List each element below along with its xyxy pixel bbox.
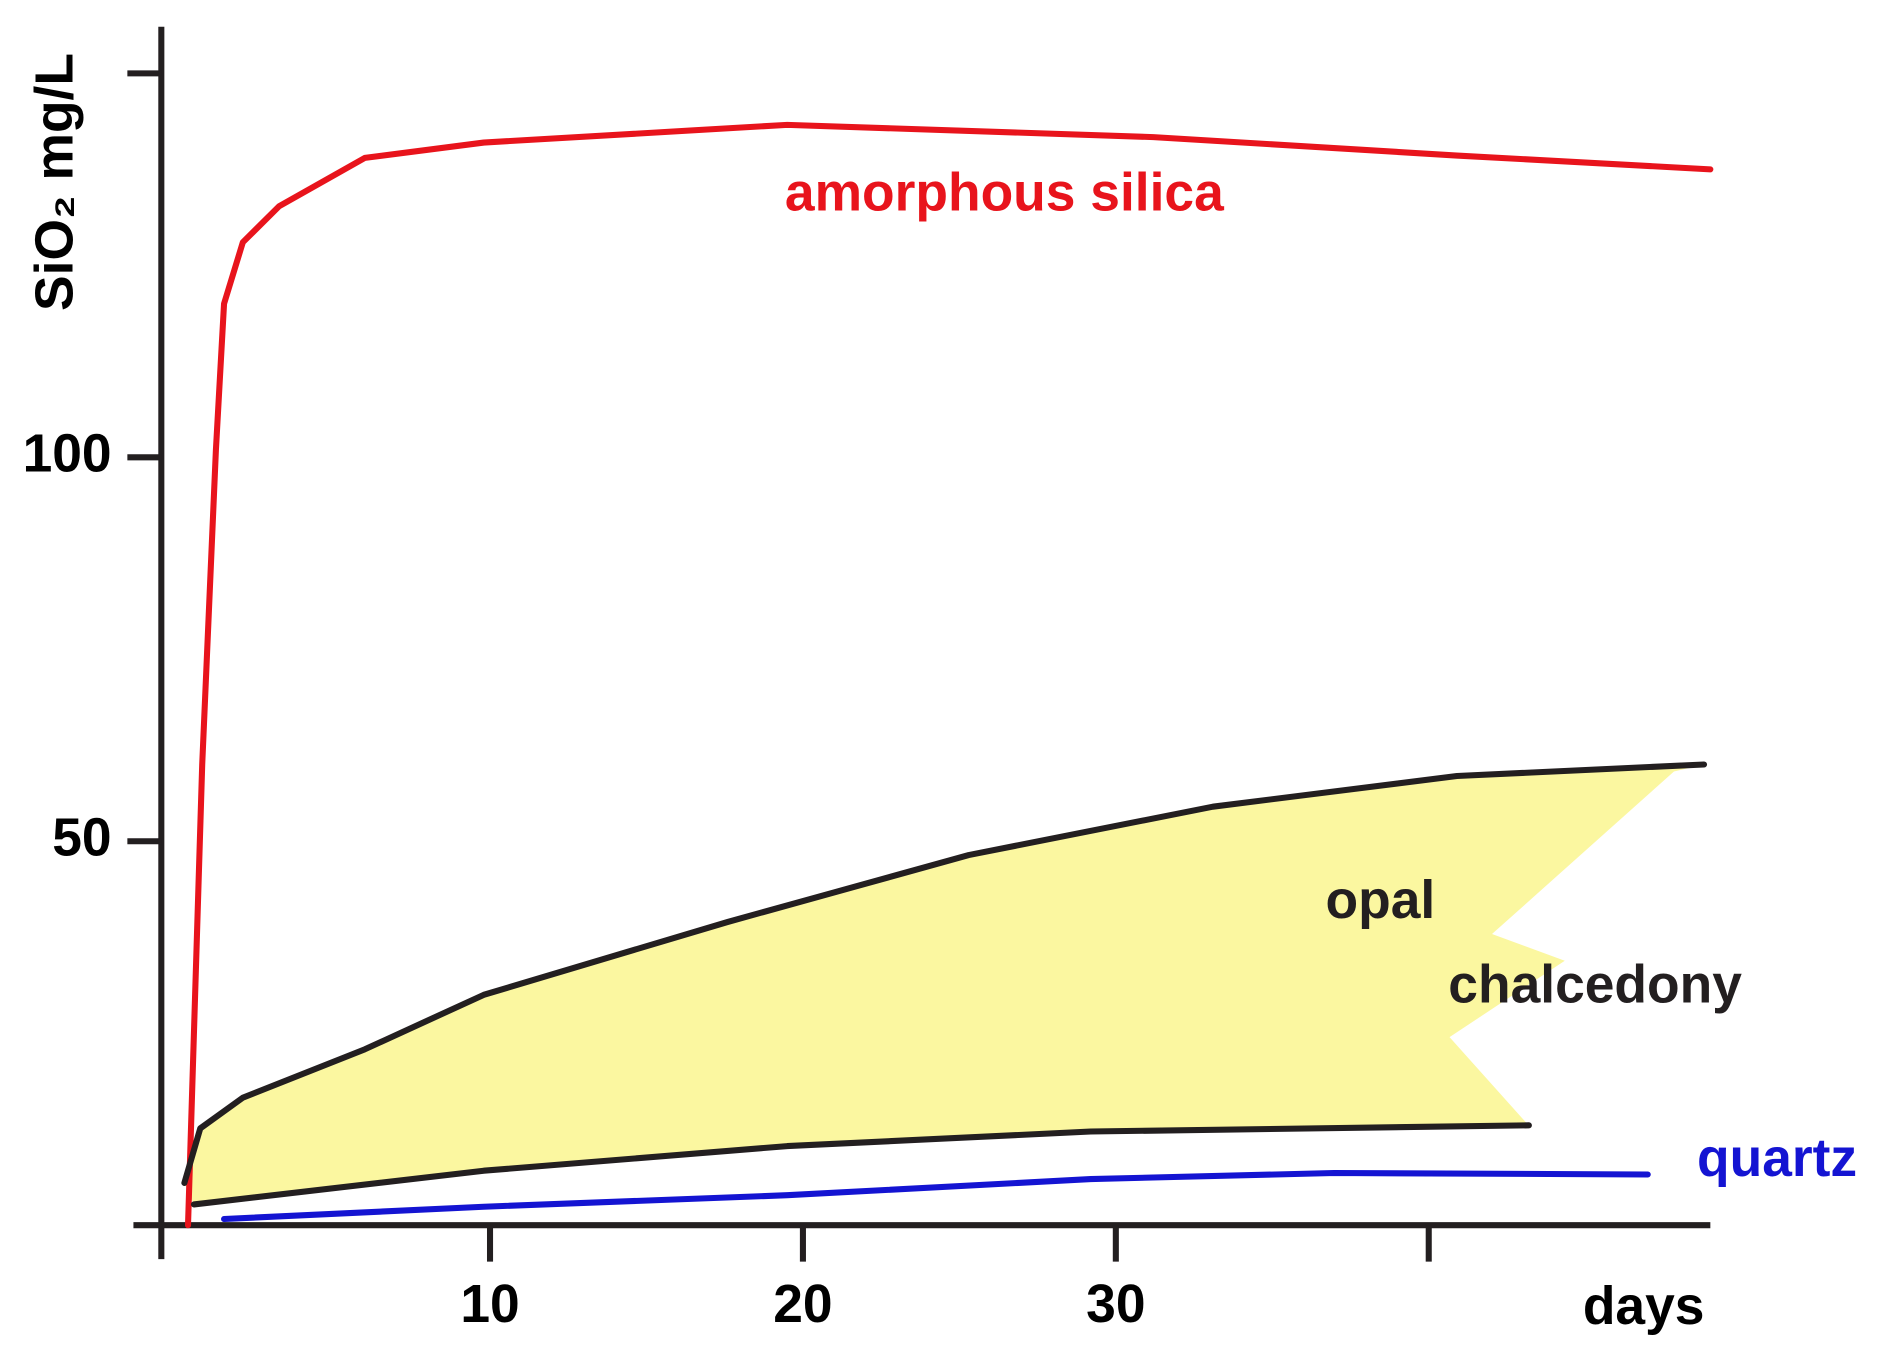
x-tick-label: 30 [1086, 1275, 1145, 1334]
y-tick-label: 100 [23, 424, 112, 483]
series-line [190, 1122, 1532, 1208]
x-axis-label: days [1583, 1277, 1705, 1336]
series-line [184, 121, 1714, 1229]
x-tick-label: 20 [773, 1275, 832, 1334]
series-line [181, 761, 1708, 1186]
opal-chalcedony-band [184, 764, 1705, 1205]
x-tick-label: 10 [460, 1275, 519, 1334]
y-axis-label: SiO₂ mg/L [25, 53, 84, 311]
series-label: opal [1326, 871, 1436, 930]
series-label: quartz [1697, 1129, 1857, 1188]
series-label: chalcedony [1448, 956, 1742, 1015]
series-line [221, 1169, 1651, 1223]
series-label: amorphous silica [785, 164, 1225, 223]
y-tick-label: 50 [52, 808, 111, 867]
